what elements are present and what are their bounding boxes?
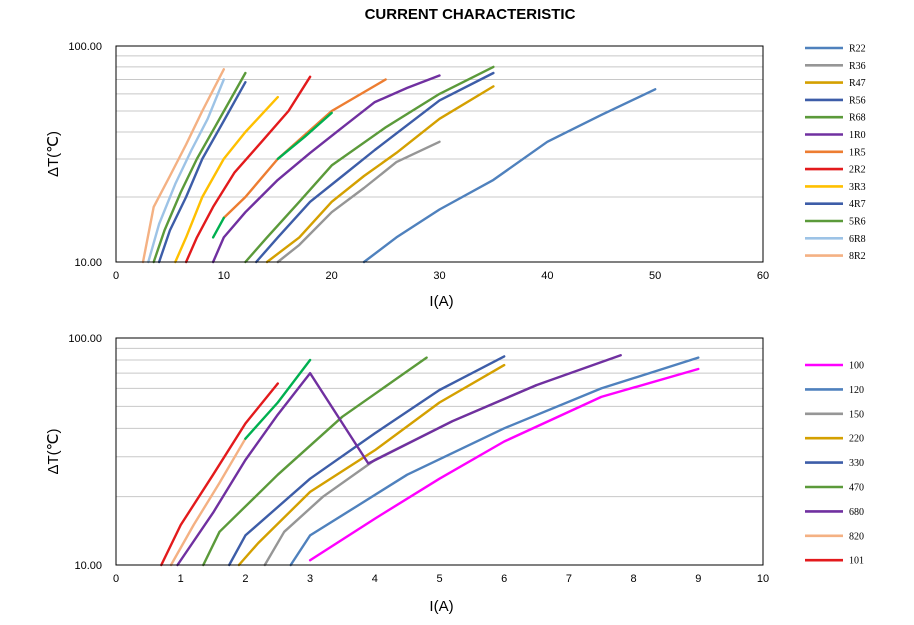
chart-bottom-series-line-100 <box>308 367 700 562</box>
chart-bottom-x-tick-label: 10 <box>757 573 769 585</box>
chart-top-legend-label: R56 <box>849 95 866 106</box>
chart-bottom-series-line-820 <box>169 437 247 567</box>
chart-bottom-legend-label: 150 <box>849 409 864 420</box>
chart-top-x-tick-label: 40 <box>541 270 553 282</box>
chart-top: 0 10 20 30 40 50 60 10.00 100.00 I(A) ΔT(℃) R22… <box>45 41 866 310</box>
chart-bottom-series-line-101 <box>160 382 279 567</box>
chart-top-series-line-4r7 <box>157 80 247 264</box>
chart-top-legend-label: R22 <box>849 44 866 55</box>
chart-bottom-legend-label: 680 <box>849 507 864 518</box>
chart-bottom-legend-label: 220 <box>849 434 864 445</box>
chart-bottom-y-ticks: 10.00 100.00 <box>68 333 102 572</box>
chart-bottom-x-axis-label: I(A) <box>429 598 453 615</box>
chart-bottom-x-tick-label: 9 <box>695 573 701 585</box>
chart-bottom-series-line-680 <box>176 354 622 567</box>
chart-title: CURRENT CHARACTERISTIC <box>365 6 576 23</box>
chart-top-series-line-highlight-segment <box>211 216 226 239</box>
chart-top-legend-label: R47 <box>849 78 866 89</box>
chart-top-legend-label: R36 <box>849 61 866 72</box>
chart-bottom-series-line-highlight-segment <box>244 358 312 440</box>
chart-top-series-line-2r2 <box>184 75 312 264</box>
chart-top-series-line-8r2 <box>141 68 226 264</box>
chart-top-y-tick-label: 100.00 <box>68 41 102 53</box>
chart-top-series-line-6r8 <box>147 78 226 264</box>
chart-top-legend-label: R68 <box>849 113 866 124</box>
chart-top-series-line-r47 <box>265 85 495 264</box>
chart-top-x-tick-label: 50 <box>649 270 661 282</box>
chart-bottom-series-line-150 <box>263 383 538 567</box>
chart-bottom-series-line-120 <box>289 356 700 567</box>
chart-top-legend-label: 3R3 <box>849 182 866 193</box>
chart-bottom-x-tick-label: 7 <box>566 573 572 585</box>
chart-top-legend-label: 1R5 <box>849 147 866 158</box>
chart-top-legend: R22 R36 R47 R56 R68 1R0 1R5 2R2 3R3 4R7 5R6 6R8 8R2 <box>805 44 866 262</box>
chart-bottom-x-tick-label: 8 <box>631 573 637 585</box>
chart-bottom-legend-label: 820 <box>849 531 864 542</box>
chart-bottom-series-line-330 <box>227 355 506 567</box>
chart-bottom-series <box>160 354 700 567</box>
chart-top-y-axis-label: ΔT(℃) <box>45 131 62 177</box>
chart-bottom-legend-label: 120 <box>849 385 864 396</box>
chart-top-x-tick-label: 60 <box>757 270 769 282</box>
chart-bottom-x-tick-label: 6 <box>501 573 507 585</box>
chart-bottom-legend: 100 120 150 220 330 470 680 820 101 <box>805 361 864 567</box>
chart-bottom-series-line-470 <box>202 356 428 567</box>
chart-top-series-line-5r6 <box>152 71 247 264</box>
chart-top-legend-label: 6R8 <box>849 234 866 245</box>
chart-top-x-ticks: 0 10 20 30 40 50 60 <box>113 270 769 282</box>
chart-top-series-line-r56 <box>255 71 495 264</box>
chart-bottom-series-line-220 <box>237 363 506 567</box>
chart-top-y-tick-label: 10.00 <box>74 257 102 269</box>
chart-bottom-x-tick-label: 2 <box>242 573 248 585</box>
chart-bottom-x-tick-label: 0 <box>113 573 119 585</box>
chart-top-plot-frame <box>115 45 764 263</box>
chart-bottom-legend-label: 101 <box>849 556 864 567</box>
chart-top-legend-label: 8R2 <box>849 251 866 262</box>
chart-top-x-axis-label: I(A) <box>429 293 453 310</box>
chart-bottom-legend-label: 100 <box>849 361 864 372</box>
chart-top-legend-label: 1R0 <box>849 130 866 141</box>
chart-bottom-legend-label: 330 <box>849 458 864 469</box>
chart-top-series-line-r68 <box>244 65 495 264</box>
chart-top-legend-label: 5R6 <box>849 217 866 228</box>
chart-top-series-line-1r0 <box>211 74 441 264</box>
chart-bottom-x-tick-label: 4 <box>372 573 378 585</box>
chart-top-legend-label: 2R2 <box>849 165 866 176</box>
chart-top-series-line-r36 <box>276 140 441 264</box>
chart-bottom-y-tick-label: 10.00 <box>74 560 102 572</box>
chart-top-y-ticks: 10.00 100.00 <box>68 41 102 269</box>
chart-bottom-x-tick-label: 1 <box>178 573 184 585</box>
chart-bottom-legend-label: 470 <box>849 483 864 494</box>
chart-bottom-x-tick-label: 5 <box>436 573 442 585</box>
chart-top-legend-label: 4R7 <box>849 199 866 210</box>
chart-top-x-tick-label: 10 <box>218 270 230 282</box>
chart-bottom-plot-frame <box>115 337 764 566</box>
chart-top-x-tick-label: 0 <box>113 270 119 282</box>
chart-top-x-tick-label: 20 <box>326 270 338 282</box>
chart-top-series <box>141 65 657 264</box>
chart-top-x-tick-label: 30 <box>433 270 445 282</box>
chart-top-series-line-highlight-segment <box>276 111 333 161</box>
chart-top-series-line-r22 <box>362 88 657 264</box>
chart-bottom-x-ticks: 0 1 2 3 4 5 6 7 8 9 10 <box>113 573 769 585</box>
chart-bottom-y-axis-label: ΔT(℃) <box>45 428 62 474</box>
chart-top-series-line-3r3 <box>174 95 279 264</box>
chart-bottom-x-tick-label: 3 <box>307 573 313 585</box>
chart-bottom-y-tick-label: 100.00 <box>68 333 102 345</box>
